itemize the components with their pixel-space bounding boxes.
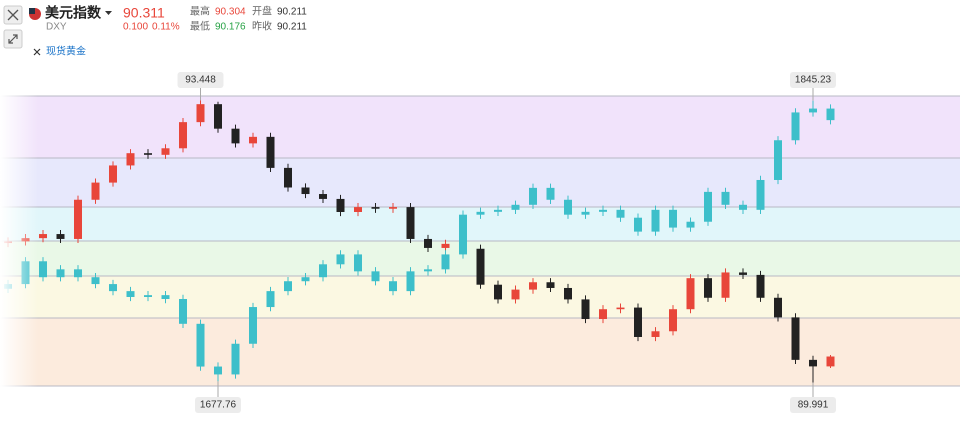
stat-value: 90.176 — [215, 22, 246, 33]
symbol-name[interactable]: 美元指数 — [45, 5, 102, 21]
edge-fade — [0, 90, 960, 390]
remove-compare[interactable] — [33, 48, 41, 56]
callout-label: 93.448 — [185, 75, 216, 86]
callout-box — [790, 397, 836, 413]
callout-label: 1677.76 — [200, 400, 237, 411]
symbol-code: DXY — [46, 22, 67, 33]
stat-value: 90.211 — [277, 22, 307, 33]
stat-label: 开盘 — [252, 5, 272, 18]
callout-box — [195, 397, 241, 413]
flag-canton — [29, 8, 35, 14]
stat-value: 90.304 — [215, 7, 246, 18]
change: 0.100 — [123, 22, 148, 33]
resize-icon — [8, 34, 18, 44]
callout-box — [177, 72, 224, 88]
stat-value: 90.211 — [277, 7, 307, 18]
stat-label: 最低 — [190, 20, 210, 33]
change-pct: 0.11% — [152, 22, 180, 33]
callout-box — [790, 72, 836, 88]
dropdown-arrow[interactable] — [105, 11, 112, 15]
toolbar: 美元指数 90.311 DXY 0.100 0.11% 最高 90.304 开盘… — [3, 5, 307, 58]
stat-label: 最高 — [190, 5, 210, 18]
callout-label: 89.991 — [798, 400, 829, 411]
close-icon — [7, 9, 19, 21]
price: 90.311 — [123, 5, 165, 21]
compare-legend[interactable]: 现货黄金 — [46, 45, 86, 58]
callout-label: 1845.23 — [795, 75, 832, 86]
stat-label: 昨收 — [252, 20, 272, 33]
